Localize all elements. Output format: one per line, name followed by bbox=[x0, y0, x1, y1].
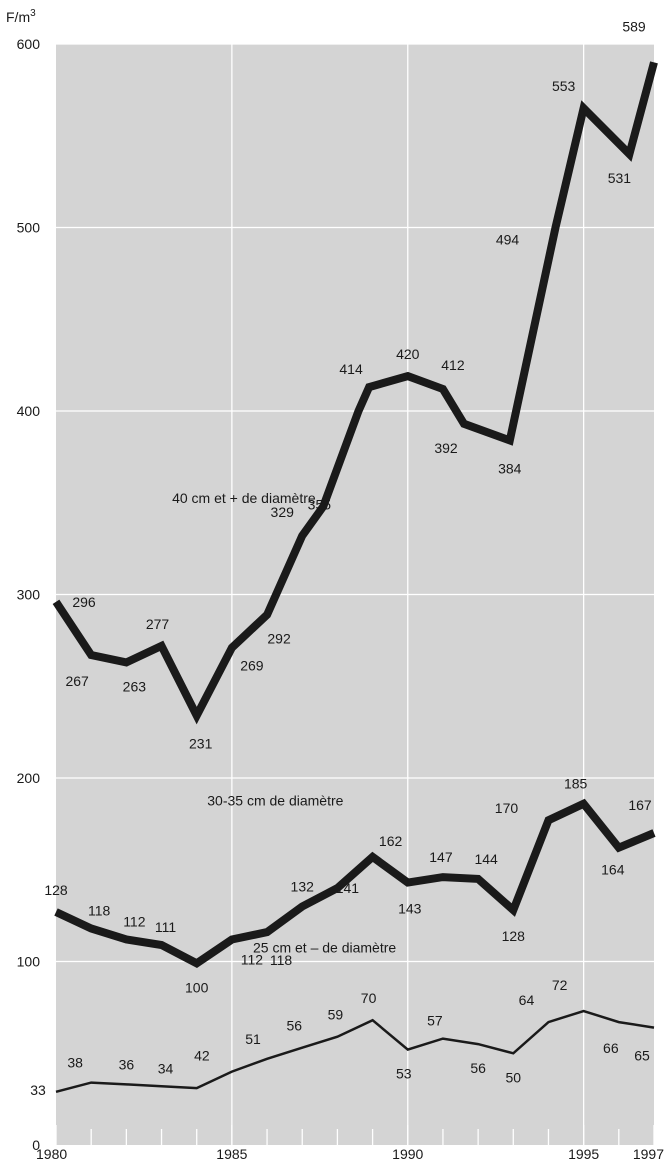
data-label: 65 bbox=[634, 1048, 650, 1064]
x-tick-label: 1997 bbox=[633, 1146, 664, 1161]
data-label: 494 bbox=[496, 232, 520, 248]
data-label: 144 bbox=[474, 851, 498, 867]
series-line-2 bbox=[54, 798, 656, 968]
y-axis-unit-exponent: 3 bbox=[30, 8, 36, 19]
y-tick-label: 200 bbox=[17, 770, 41, 786]
y-tick-label: 100 bbox=[17, 954, 41, 970]
x-tick-label: 1980 bbox=[36, 1146, 67, 1161]
data-label: 56 bbox=[286, 1018, 302, 1034]
series-line-3 bbox=[55, 1009, 655, 1094]
series-names: 40 cm et + de diamètre 30-35 cm de diamèt… bbox=[172, 490, 396, 956]
data-label: 167 bbox=[628, 797, 652, 813]
data-label: 38 bbox=[67, 1055, 83, 1071]
data-label: 231 bbox=[189, 736, 213, 752]
data-label: 70 bbox=[361, 990, 377, 1006]
y-tick-label: 400 bbox=[17, 403, 41, 419]
data-label: 128 bbox=[502, 928, 526, 944]
data-label: 42 bbox=[194, 1048, 210, 1064]
data-label: 34 bbox=[158, 1060, 174, 1076]
data-label: 100 bbox=[185, 979, 209, 995]
data-label: 292 bbox=[267, 631, 291, 647]
x-tick-label: 1995 bbox=[568, 1146, 599, 1161]
data-label: 51 bbox=[245, 1031, 261, 1047]
data-label: 64 bbox=[519, 992, 535, 1008]
data-label: 112 bbox=[241, 951, 264, 967]
series-line-1 bbox=[52, 61, 658, 725]
data-label: 141 bbox=[336, 880, 360, 896]
data-label: 118 bbox=[88, 902, 111, 918]
data-label: 263 bbox=[123, 678, 147, 694]
data-label: 170 bbox=[495, 800, 519, 816]
data-label: 118 bbox=[270, 952, 293, 968]
data-label: 162 bbox=[379, 833, 403, 849]
data-label: 531 bbox=[608, 170, 632, 186]
data-label: 143 bbox=[398, 901, 422, 917]
y-axis-unit: F/m3 bbox=[6, 8, 36, 25]
x-tick-label: 1985 bbox=[216, 1146, 247, 1161]
data-label: 112 bbox=[123, 913, 146, 929]
series-name-label: 25 cm et – de diamètre bbox=[253, 939, 396, 955]
axis-ticks bbox=[55, 1125, 655, 1145]
data-label: 269 bbox=[240, 658, 264, 674]
x-tick-label: 1990 bbox=[392, 1146, 423, 1161]
series-lines bbox=[52, 61, 658, 1094]
data-label: 111 bbox=[155, 919, 176, 935]
data-label: 392 bbox=[434, 440, 458, 456]
data-label: 185 bbox=[564, 776, 588, 792]
data-label: 57 bbox=[427, 1013, 443, 1029]
data-label: 414 bbox=[339, 361, 363, 377]
series-name-label: 40 cm et + de diamètre bbox=[172, 490, 316, 506]
data-label: 50 bbox=[506, 1069, 522, 1085]
y-tick-label: 600 bbox=[17, 36, 41, 52]
data-label: 147 bbox=[429, 849, 453, 865]
data-label: 384 bbox=[498, 460, 522, 476]
grid-lines bbox=[56, 43, 654, 1145]
data-label: 132 bbox=[291, 878, 315, 894]
data-label: 33 bbox=[30, 1082, 46, 1098]
data-label: 412 bbox=[441, 357, 465, 373]
data-label: 277 bbox=[146, 616, 170, 632]
data-label: 296 bbox=[72, 594, 96, 610]
y-tick-label: 0 bbox=[32, 1137, 40, 1153]
y-tick-label: 500 bbox=[17, 220, 41, 236]
data-label: 420 bbox=[396, 346, 420, 362]
series-name-label: 30-35 cm de diamètre bbox=[207, 793, 343, 809]
data-label: 267 bbox=[65, 673, 89, 689]
data-label: 59 bbox=[328, 1007, 344, 1023]
data-label: 355 bbox=[308, 496, 332, 512]
data-label: 72 bbox=[552, 977, 568, 993]
data-label: 36 bbox=[119, 1056, 135, 1072]
data-label: 53 bbox=[396, 1066, 412, 1082]
data-label: 164 bbox=[601, 862, 625, 878]
data-label: 589 bbox=[622, 18, 646, 34]
y-tick-label: 300 bbox=[17, 587, 41, 603]
y-axis-unit-base: F/m bbox=[6, 9, 30, 25]
data-label: 553 bbox=[552, 78, 576, 94]
data-label: 329 bbox=[271, 504, 295, 520]
data-label: 56 bbox=[470, 1060, 486, 1076]
data-label: 128 bbox=[44, 882, 68, 898]
axis-labels: 0 100 200 300 400 500 600 1980 1985 1990 1995 1997 bbox=[17, 36, 665, 1161]
data-label: 66 bbox=[603, 1040, 619, 1056]
